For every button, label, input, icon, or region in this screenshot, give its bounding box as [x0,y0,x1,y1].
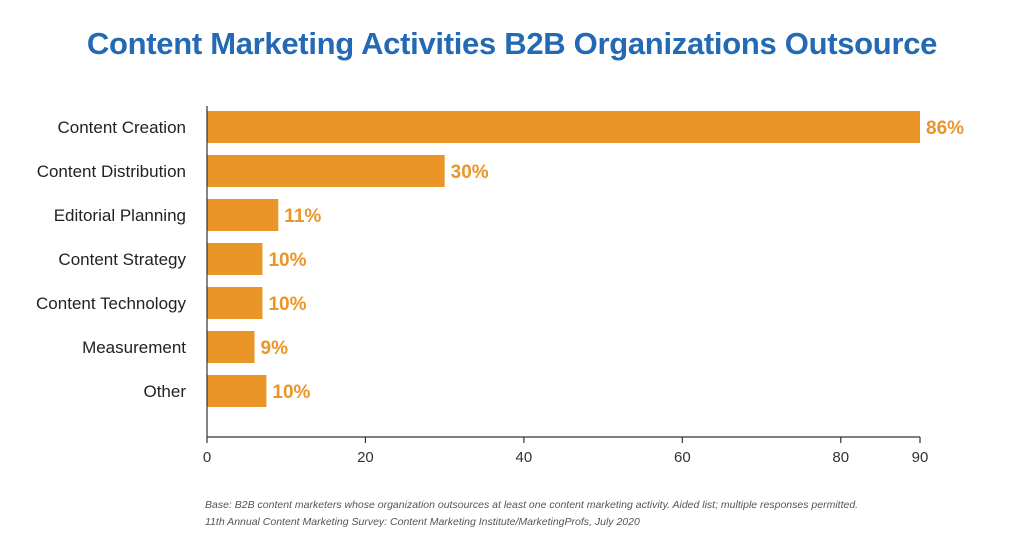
data-label: 10% [268,250,306,271]
category-labels: Content Creation Content Distribution Edit… [36,118,186,401]
axes-group [206,106,920,438]
x-tick-label: 90 [912,449,929,466]
x-ticks: 0 20 40 60 80 90 [203,437,929,466]
bar [207,375,267,407]
category-label: Measurement [82,338,186,357]
category-label: Content Creation [57,118,186,137]
category-label: Other [143,382,186,401]
x-tick-label: 0 [203,449,211,466]
data-label: 86% [926,118,964,139]
data-label: 10% [272,382,310,403]
category-label: Content Technology [36,294,186,313]
category-label: Editorial Planning [54,206,186,225]
bar [207,331,255,363]
bar [207,199,279,231]
value-labels: 86% 30% 11% 10% 10% 9% 10% [261,118,965,403]
bars-group [207,111,920,407]
bar [207,287,263,319]
data-label: 10% [268,294,306,315]
x-tick-label: 20 [357,449,374,466]
data-label: 9% [261,338,289,359]
category-label: Content Distribution [37,162,186,181]
base-footnote: Base: B2B content marketers whose organi… [205,499,859,511]
bar [207,155,445,187]
x-tick-label: 40 [516,449,533,466]
bar [207,243,263,275]
category-label: Content Strategy [58,250,186,269]
chart-title: Content Marketing Activities B2B Organiz… [86,26,938,61]
bar [207,111,920,143]
source-footnote: 11th Annual Content Marketing Survey: Co… [205,516,640,528]
x-tick-label: 60 [674,449,691,466]
x-tick-label: 80 [832,449,849,466]
data-label: 11% [284,206,321,227]
data-label: 30% [451,162,489,183]
